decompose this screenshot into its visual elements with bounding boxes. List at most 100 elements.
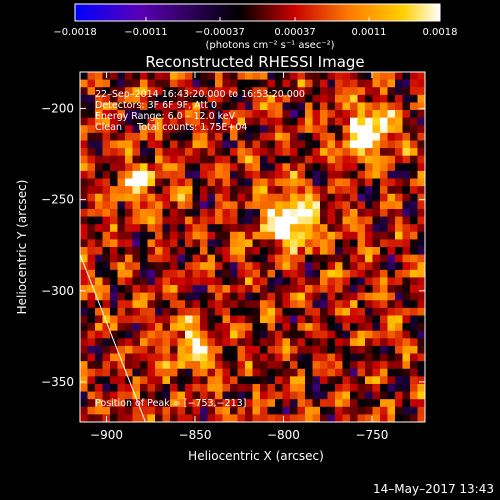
heatmap-cell: [297, 140, 306, 149]
heatmap-cell: [335, 239, 344, 248]
heatmap-cell: [140, 277, 149, 286]
heatmap-cell: [297, 186, 306, 195]
heatmap-cell: [102, 201, 111, 210]
heatmap-cell: [80, 79, 89, 88]
heatmap-cell: [237, 262, 246, 271]
heatmap-cell: [290, 338, 299, 347]
heatmap-cell: [327, 391, 336, 400]
heatmap-cell: [357, 148, 366, 157]
heatmap-cell: [222, 201, 231, 210]
heatmap-cell: [395, 323, 404, 332]
heatmap-cell: [110, 79, 119, 88]
heatmap-cell: [222, 163, 231, 172]
heatmap-cell: [312, 178, 321, 187]
heatmap-cell: [192, 102, 201, 111]
heatmap-cell: [267, 178, 276, 187]
heatmap-cell: [80, 125, 89, 134]
heatmap-cell: [162, 163, 171, 172]
heatmap-cell: [410, 307, 419, 317]
heatmap-cell: [245, 94, 254, 104]
heatmap-cell: [275, 262, 284, 271]
heatmap-cell: [252, 117, 261, 126]
heatmap-cell: [215, 208, 224, 218]
heatmap-cell: [327, 414, 336, 422]
heatmap-cell: [95, 262, 104, 271]
heatmap-cell: [365, 193, 374, 202]
heatmap-cell: [162, 110, 171, 119]
heatmap-cell: [357, 110, 366, 119]
heatmap-cell: [170, 193, 179, 202]
heatmap-cell: [95, 345, 104, 355]
heatmap-cell: [237, 269, 246, 279]
heatmap-cell: [297, 163, 306, 172]
heatmap-cell: [335, 269, 344, 279]
heatmap-cell: [335, 307, 344, 317]
heatmap-cell: [215, 239, 224, 248]
heatmap-cell: [102, 231, 111, 240]
heatmap-cell: [290, 140, 299, 149]
heatmap-cell: [177, 330, 186, 339]
heatmap-cell: [380, 338, 389, 347]
heatmap-cell: [110, 117, 119, 126]
heatmap-cell: [260, 315, 269, 324]
heatmap-cell: [260, 376, 269, 385]
heatmap-cell: [410, 269, 419, 279]
heatmap-cell: [260, 300, 269, 309]
heatmap-cell: [170, 292, 179, 301]
heatmap-cell: [110, 361, 119, 370]
heatmap-cell: [222, 239, 231, 248]
heatmap-cell: [155, 140, 164, 149]
heatmap-cell: [312, 323, 321, 332]
heatmap-cell: [222, 300, 231, 309]
heatmap-cell: [117, 155, 126, 164]
heatmap-cell: [140, 231, 149, 240]
heatmap-cell: [192, 94, 201, 104]
heatmap-cell: [312, 201, 321, 210]
heatmap-cell: [275, 414, 284, 422]
heatmap-cell: [327, 323, 336, 332]
heatmap-cell: [185, 87, 194, 96]
heatmap-cell: [260, 323, 269, 332]
heatmap-cell: [282, 330, 291, 339]
heatmap-cell: [365, 414, 374, 422]
heatmap-cell: [357, 277, 366, 286]
heatmap-cell: [237, 208, 246, 218]
heatmap-cell: [387, 102, 396, 111]
heatmap-cell: [132, 87, 141, 96]
heatmap-cell: [290, 353, 299, 362]
heatmap-cell: [417, 391, 425, 400]
heatmap-cell: [320, 178, 329, 187]
heatmap-cell: [185, 216, 194, 225]
heatmap-cell: [117, 140, 126, 149]
heatmap-cell: [372, 170, 381, 180]
heatmap-cell: [207, 178, 216, 187]
heatmap-cell: [417, 79, 425, 88]
heatmap-cell: [252, 132, 261, 142]
heatmap-cell: [110, 277, 119, 286]
heatmap-cell: [95, 79, 104, 88]
heatmap-cell: [185, 208, 194, 218]
heatmap-cell: [342, 208, 351, 218]
plot-frame: [79, 71, 426, 423]
heatmap-cell: [132, 383, 141, 393]
heatmap-cell: [417, 277, 425, 286]
heatmap-cell: [417, 208, 425, 218]
heatmap-cell: [125, 163, 134, 172]
heatmap-cell: [342, 140, 351, 149]
heatmap-cell: [410, 231, 419, 240]
heatmap-cell: [207, 186, 216, 195]
chart-title: Reconstructed RHESSI Image: [145, 53, 364, 71]
heatmap-cell: [342, 125, 351, 134]
heatmap-cell: [275, 345, 284, 355]
heatmap-cell: [380, 224, 389, 233]
heatmap-cell: [230, 338, 239, 347]
heatmap-cell: [387, 414, 396, 422]
heatmap-cell: [410, 254, 419, 263]
heatmap-cell: [297, 330, 306, 339]
heatmap-cell: [237, 155, 246, 164]
heatmap-cell: [230, 323, 239, 332]
heatmap-cell: [87, 300, 96, 309]
heatmap-cell: [417, 383, 425, 393]
heatmap-cell: [110, 239, 119, 248]
heatmap-cell: [125, 292, 134, 301]
